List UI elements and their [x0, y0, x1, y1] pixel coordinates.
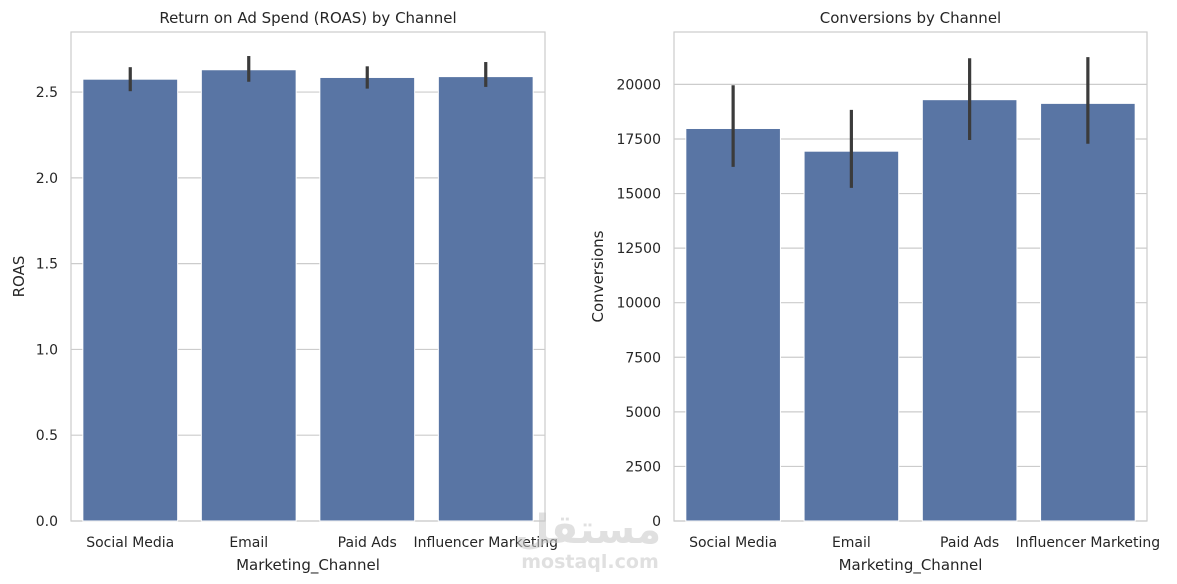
roas-y-tick-label: 1.0 — [36, 342, 58, 358]
conversions-y-tick-label: 10000 — [616, 296, 661, 312]
conversions-x-tick-label: Email — [832, 535, 871, 551]
roas-y-tick-label: 0.0 — [36, 514, 58, 530]
roas-y-tick-label: 2.5 — [36, 85, 58, 101]
roas-y-ticks: 0.0 0.5 1.0 1.5 2.0 2.5 — [36, 85, 58, 530]
conversions-y-tick-label: 5000 — [625, 405, 661, 421]
conversions-bar — [803, 150, 900, 522]
conversions-chart-title: Conversions by Channel — [820, 9, 1001, 27]
roas-chart-title: Return on Ad Spend (ROAS) by Channel — [159, 9, 456, 27]
conversions-bar — [1040, 102, 1136, 522]
conversions-y-tick-label: 20000 — [616, 77, 661, 93]
conversions-x-axis-label: Marketing_Channel — [839, 556, 983, 575]
watermark-arabic-text: مستقل — [515, 507, 661, 553]
conversions-x-tick-label: Paid Ads — [940, 535, 999, 551]
roas-bar — [200, 69, 297, 522]
roas-x-axis-label: Marketing_Channel — [236, 556, 380, 575]
conversions-bar — [685, 127, 781, 522]
roas-bar — [82, 78, 179, 522]
conversions-y-tick-label: 0 — [652, 514, 661, 530]
conversions-y-tick-label: 2500 — [625, 459, 661, 475]
roas-chart: 0.0 0.5 1.0 1.5 2.0 2.5 Social Media Email Paid… — [10, 9, 558, 575]
conversions-y-tick-label: 7500 — [625, 350, 661, 366]
conversions-bars — [685, 99, 1136, 522]
roas-x-tick-label: Social Media — [86, 535, 174, 551]
conversions-x-tick-label: Social Media — [689, 535, 777, 551]
roas-x-tick-label: Influencer Marketing — [414, 535, 558, 551]
conversions-y-tick-label: 15000 — [616, 187, 661, 203]
roas-bar — [319, 76, 416, 522]
roas-error-bars — [128, 56, 488, 92]
conversions-x-ticks: Social Media Email Paid Ads Influencer Mark… — [689, 535, 1160, 551]
roas-y-axis-label: ROAS — [10, 256, 28, 298]
conversions-chart: 0 2500 5000 7500 10000 12500 15000 17500 20000 S… — [589, 9, 1160, 575]
conversions-error-bars — [731, 57, 1090, 188]
roas-x-ticks: Social Media Email Paid Ads Influencer Mark… — [86, 535, 558, 551]
conversions-y-ticks: 0 2500 5000 7500 10000 12500 15000 17500 20000 — [616, 77, 661, 530]
conversions-y-axis-label: Conversions — [589, 230, 607, 322]
roas-x-tick-label: Paid Ads — [338, 535, 397, 551]
conversions-y-tick-label: 17500 — [616, 132, 661, 148]
conversions-y-tick-label: 12500 — [616, 241, 661, 257]
roas-bar — [437, 76, 534, 522]
roas-x-tick-label: Email — [229, 535, 268, 551]
conversions-x-tick-label: Influencer Marketing — [1016, 535, 1160, 551]
conversions-bar — [921, 99, 1018, 522]
roas-y-tick-label: 0.5 — [36, 428, 58, 444]
roas-y-tick-label: 1.5 — [36, 257, 58, 273]
watermark-logo: مستقل mostaql.com — [515, 507, 661, 573]
watermark-latin-text: mostaql.com — [521, 551, 659, 573]
roas-y-tick-label: 2.0 — [36, 171, 58, 187]
